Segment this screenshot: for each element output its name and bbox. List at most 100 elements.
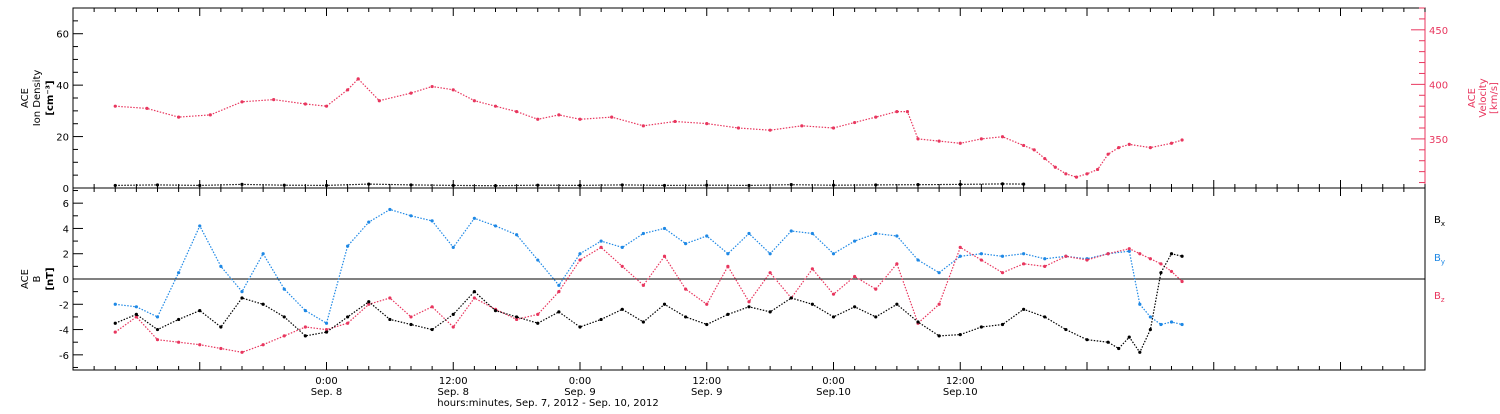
density-point [493,184,498,188]
bz-point [198,343,202,347]
b-ylabel-line2: B [32,275,43,282]
by-point [874,231,878,236]
bz-point [1106,252,1110,256]
bx-point [303,334,307,338]
by-point [1148,315,1152,319]
velocity-ylabel-line3: [km/s] [1489,82,1500,114]
velocity-point [979,137,983,141]
b-tick-label: -6 [59,351,69,362]
bz-point [620,264,624,268]
bz-point [303,325,307,329]
bx-point [895,302,899,306]
bz-point [219,346,223,351]
bx-point [747,305,751,309]
bx-point [240,296,244,300]
bz-point [1138,252,1142,256]
bz-point [1127,247,1131,251]
velocity-point [1117,146,1121,150]
b-tick-label: -4 [59,326,69,337]
bz-point [853,274,857,279]
bz-point [1000,271,1005,275]
velocity-point [1022,143,1026,148]
velocity-point [874,115,878,119]
bx-point [620,307,624,311]
bz-point [1085,258,1089,262]
density-point [578,183,582,188]
density-ylabel-line3: [cm⁻³] [45,80,56,115]
bz-point [937,302,941,306]
bottom-x-ticks [72,188,1426,370]
velocity-point [493,104,498,108]
top-panel-frame [72,7,1426,189]
x-tick-label-date: Sep. 8 [311,387,343,398]
density-point [620,183,624,187]
velocity-point [1095,167,1100,172]
density-velocity-panel: 0 20 40 60 350 400 450 ACE Ion Density [cm⁻³]… [20,7,1500,195]
bx-point [810,302,814,306]
legend-bx: Bx [1434,215,1445,228]
bx-point [557,310,561,314]
by-point [409,214,413,218]
density-tick-label: 60 [56,30,69,41]
bz-point [810,267,814,271]
velocity-point [557,113,561,117]
velocity-point [1148,146,1152,150]
bx-point [578,325,582,329]
bz-point [430,305,434,309]
bz-point [451,325,455,329]
bz-point [726,264,730,268]
bx-point [155,327,160,332]
by-point [177,271,181,275]
velocity-point [1043,156,1047,161]
velocity-point [768,128,772,132]
bz-point [874,287,878,291]
b-tick-label: 4 [63,224,69,235]
bz-point [134,315,138,319]
bx-point [409,322,413,327]
velocity-tick-label: 450 [1429,26,1448,37]
velocity-point [1180,138,1184,142]
velocity-point [895,110,899,114]
density-tick-label: 40 [56,81,69,92]
by-point [346,244,350,248]
velocity-point [145,106,149,110]
bx-point [219,325,223,329]
bz-point [346,321,350,325]
by-point [895,234,899,238]
by-point [430,219,434,223]
by-point [958,254,962,258]
bz-point [599,245,603,250]
density-point [874,183,878,187]
bz-point [409,315,413,319]
by-point [515,233,519,237]
by-point [768,252,772,256]
bx-point [1148,327,1152,332]
by-point [853,239,857,243]
velocity-point [641,124,645,128]
by-point [240,290,244,294]
by-point [324,321,329,325]
by-point [937,271,941,275]
bz-point [388,296,392,300]
velocity-point [1032,148,1036,152]
bx-point [831,315,836,319]
by-point [1138,302,1142,306]
density-point [155,183,160,187]
velocity-point [346,88,350,92]
bx-point [789,296,793,300]
by-point [599,239,603,243]
density-ylabel-line1: ACE [20,88,31,108]
x-tick-label-time: 0:00 [822,376,844,387]
velocity-point [705,122,709,126]
by-point [1127,249,1131,253]
bx-point [198,308,202,313]
bx-point [662,302,667,306]
bx-point [916,320,920,324]
by-point [810,231,814,236]
velocity-point [208,113,212,117]
density-point [705,183,709,187]
velocity-series-line [115,78,1183,178]
by-point [536,258,540,262]
bx-point [599,317,603,322]
